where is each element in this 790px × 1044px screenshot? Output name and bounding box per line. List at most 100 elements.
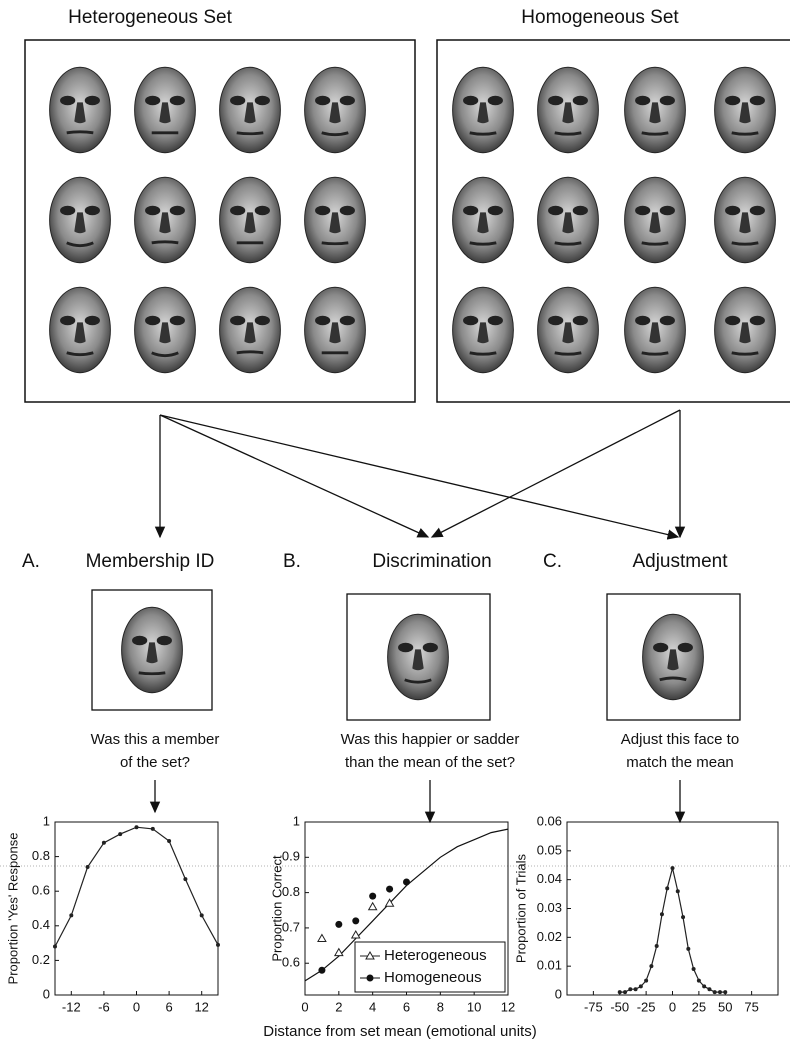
face-eye xyxy=(660,316,675,326)
face-eye xyxy=(315,206,330,216)
face-eye xyxy=(635,206,650,216)
data-point xyxy=(655,944,659,948)
face-eye xyxy=(255,96,270,106)
data-point xyxy=(644,979,648,983)
face xyxy=(715,67,776,153)
face-mouth xyxy=(470,243,497,244)
data-point xyxy=(623,990,627,994)
panel-letter: C. xyxy=(543,551,562,572)
y-tick-label: 0.03 xyxy=(537,900,562,915)
data-point xyxy=(318,967,325,974)
face xyxy=(50,67,111,153)
face-eye xyxy=(573,316,588,326)
set-title: Homogeneous Set xyxy=(521,7,679,28)
data-point xyxy=(686,947,690,951)
face-eye xyxy=(398,643,413,653)
face xyxy=(135,177,196,263)
face-eye xyxy=(85,96,100,106)
x-tick-label: 10 xyxy=(467,999,481,1014)
data-point xyxy=(53,945,57,949)
data-point xyxy=(671,866,675,870)
face-mouth xyxy=(322,243,349,244)
x-tick-label: -25 xyxy=(637,999,656,1014)
data-point xyxy=(660,912,664,916)
face-eye xyxy=(635,96,650,106)
face xyxy=(643,614,704,700)
question: Adjust this face to xyxy=(621,731,739,748)
data-line xyxy=(620,868,726,992)
face-mouth xyxy=(237,352,264,353)
face-eye xyxy=(660,96,675,106)
data-point xyxy=(216,943,220,947)
y-tick-label: 0.7 xyxy=(282,919,300,934)
face xyxy=(625,67,686,153)
face-eye xyxy=(660,206,675,216)
data-point xyxy=(318,935,326,942)
face-eye xyxy=(635,316,650,326)
y-tick-label: 0.01 xyxy=(537,958,562,973)
face xyxy=(220,67,281,153)
face-eye xyxy=(653,643,668,653)
data-point xyxy=(118,832,122,836)
set-title: Heterogeneous Set xyxy=(68,7,232,28)
face-eye xyxy=(548,316,563,326)
face xyxy=(538,287,599,373)
data-point xyxy=(183,877,187,881)
y-tick-label: 0.8 xyxy=(282,884,300,899)
y-tick-label: 1 xyxy=(43,813,50,828)
y-tick-label: 0.8 xyxy=(32,848,50,863)
y-tick-label: 0.6 xyxy=(282,955,300,970)
data-point xyxy=(352,917,359,924)
face xyxy=(305,287,366,373)
face-eye xyxy=(145,316,160,326)
face-mouth xyxy=(642,353,669,354)
x-tick-label: 50 xyxy=(718,999,732,1014)
x-tick-label: 6 xyxy=(403,999,410,1014)
x-tick-label: 8 xyxy=(437,999,444,1014)
face xyxy=(220,287,281,373)
face-eye xyxy=(750,206,765,216)
data-point xyxy=(102,841,106,845)
data-point xyxy=(723,990,727,994)
data-point xyxy=(200,913,204,917)
face-mouth xyxy=(67,132,94,133)
y-axis-label: Proportion of Trials xyxy=(513,853,528,963)
face-mouth xyxy=(642,243,669,244)
data-point xyxy=(167,839,171,843)
face-eye xyxy=(678,643,693,653)
face xyxy=(625,287,686,373)
face-eye xyxy=(230,316,245,326)
face xyxy=(50,177,111,263)
data-point xyxy=(639,984,643,988)
face-eye xyxy=(170,316,185,326)
data-point xyxy=(352,931,360,938)
panel-title: Membership ID xyxy=(86,551,215,572)
face-eye xyxy=(255,206,270,216)
data-point xyxy=(151,827,155,831)
face-mouth xyxy=(555,243,582,244)
panel-title: Discrimination xyxy=(372,551,491,572)
face-eye xyxy=(340,316,355,326)
face-mouth xyxy=(555,353,582,354)
data-point xyxy=(335,921,342,928)
data-point xyxy=(335,949,343,956)
face-eye xyxy=(315,96,330,106)
data-point xyxy=(649,964,653,968)
face-eye xyxy=(315,316,330,326)
x-tick-label: -12 xyxy=(62,999,81,1014)
face-eye xyxy=(85,206,100,216)
face-eye xyxy=(725,206,740,216)
question: of the set? xyxy=(120,754,190,771)
face-mouth xyxy=(152,242,179,243)
face-eye xyxy=(548,96,563,106)
question: than the mean of the set? xyxy=(345,754,515,771)
face xyxy=(305,67,366,153)
face-eye xyxy=(463,206,478,216)
data-point xyxy=(369,903,377,910)
data-point xyxy=(135,825,139,829)
x-tick-label: 4 xyxy=(369,999,376,1014)
y-tick-label: 0 xyxy=(555,986,562,1001)
face-eye xyxy=(573,206,588,216)
panel-title: Adjustment xyxy=(632,551,728,572)
data-point xyxy=(718,990,722,994)
